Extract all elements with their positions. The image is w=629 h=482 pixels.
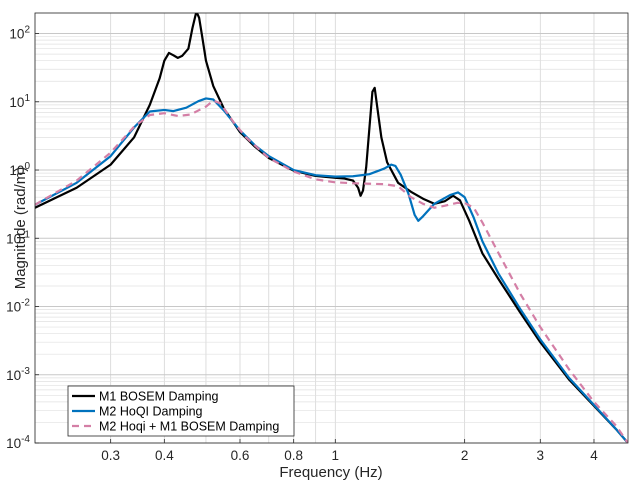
y-axis-label: Magnitude (rad/m) — [12, 167, 29, 290]
x-tick-label: 0.3 — [101, 448, 120, 463]
x-tick-label: 0.6 — [231, 448, 250, 463]
y-tick-labels: 10-4 10-3 10-2 10-1 100 101 102 — [6, 25, 30, 451]
legend-box — [67, 385, 295, 437]
legend-entry-m1-bosem: M1 BOSEM Damping — [99, 390, 219, 404]
tick-marks — [35, 33, 595, 444]
plot-frame — [34, 12, 629, 444]
x-tick-label: 3 — [537, 448, 545, 463]
y-tick-label: 101 — [9, 93, 30, 110]
x-axis-label: Frequency (Hz) — [279, 464, 382, 481]
y-tick-label: 10-1 — [6, 229, 30, 246]
x-tick-label: 4 — [590, 448, 598, 463]
x-tick-label: 2 — [461, 448, 469, 463]
series-m2-hoqi — [35, 97, 628, 443]
x-tick-label: 1 — [332, 448, 340, 463]
y-tick-label: 10-3 — [6, 366, 30, 383]
x-tick-label: 0.8 — [284, 448, 303, 463]
x-tick-label: 0.4 — [155, 448, 174, 463]
plot-background — [35, 13, 628, 443]
x-tick-labels: 0.3 0.4 0.6 0.8 1 2 3 4 — [101, 448, 598, 463]
y-tick-label: 100 — [9, 161, 30, 178]
legend-entry-m2-hoqi: M2 HoQI Damping — [99, 405, 203, 419]
y-tick-label: 10-2 — [6, 298, 30, 315]
y-tick-label: 10-4 — [6, 434, 30, 451]
series-m2-hoqi-m1-bosem — [35, 99, 628, 443]
legend: M1 BOSEM Damping M2 HoQI Damping M2 Hoqi… — [67, 385, 295, 437]
legend-entry-m2-hoqi-m1-bosem: M2 Hoqi + M1 BOSEM Damping — [99, 420, 279, 434]
series-lines — [35, 13, 628, 443]
y-tick-label: 102 — [9, 25, 30, 42]
series-m1-bosem — [35, 13, 628, 443]
